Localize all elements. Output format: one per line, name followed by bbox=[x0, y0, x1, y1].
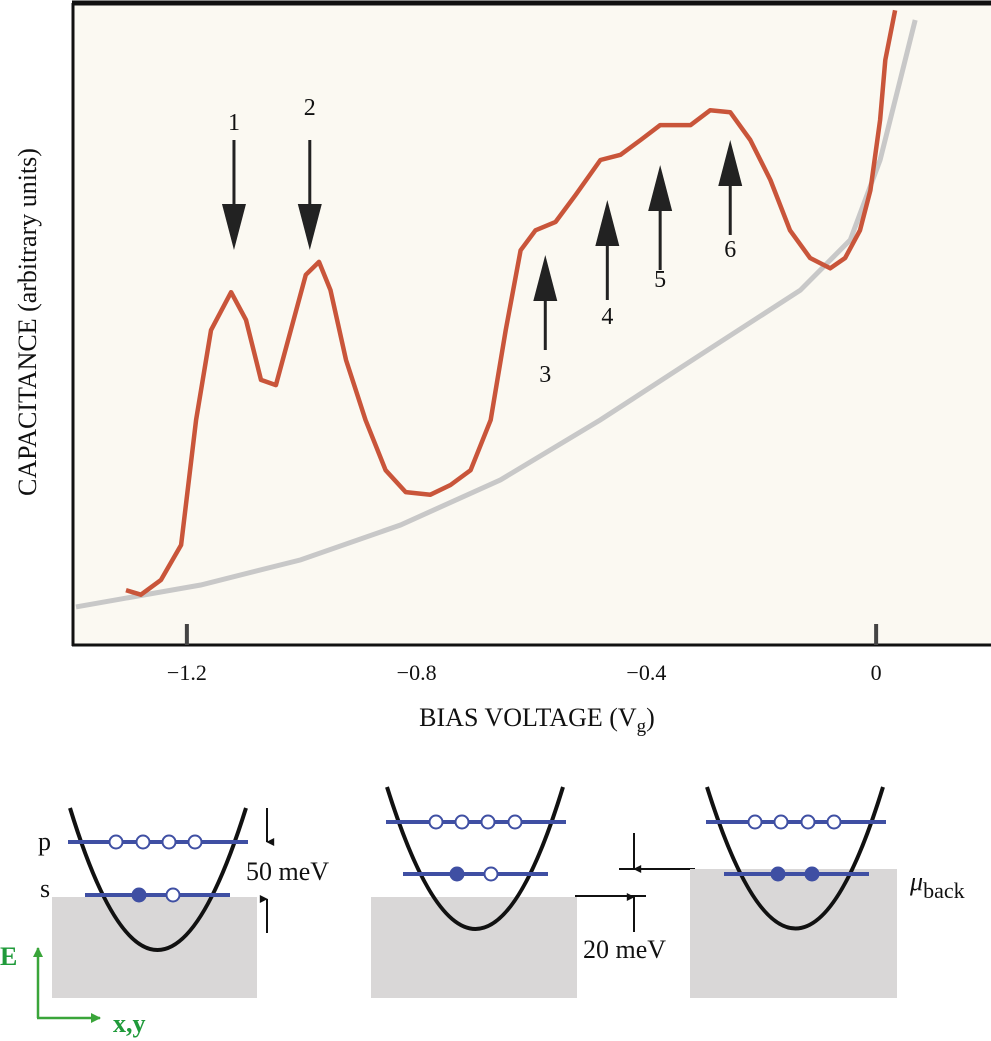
arrow-up-icon bbox=[648, 165, 673, 211]
peak-arrow-4: 4 bbox=[595, 200, 620, 330]
arrow-down-icon bbox=[221, 204, 246, 250]
empty-state-icon bbox=[161, 834, 177, 850]
x-axis-label: BIAS VOLTAGE (Vg) bbox=[419, 703, 655, 737]
chemical-potential-label: μback bbox=[909, 867, 965, 903]
peak-annotations: 1 2 3 4 5 6 bbox=[221, 95, 743, 388]
x-tick-label: −0.4 bbox=[626, 660, 666, 685]
peak-label: 6 bbox=[724, 237, 736, 263]
electron-states bbox=[108, 834, 203, 850]
reservoir bbox=[371, 897, 577, 998]
occupied-state-icon bbox=[131, 887, 147, 903]
occupied-state-icon bbox=[804, 866, 820, 882]
x-tick-label: 0 bbox=[871, 660, 882, 685]
electron-states bbox=[449, 866, 499, 882]
occupied-state-icon bbox=[770, 866, 786, 882]
confinement-potential bbox=[68, 807, 248, 952]
arrow-down-icon bbox=[297, 204, 322, 250]
peak-arrow-2: 2 bbox=[297, 95, 322, 250]
empty-state-icon bbox=[428, 814, 444, 830]
empty-state-icon bbox=[187, 834, 203, 850]
position-axis-label: x,y bbox=[113, 1009, 146, 1038]
peak-arrow-1: 1 bbox=[221, 110, 246, 250]
peak-arrow-3: 3 bbox=[533, 255, 558, 388]
peak-label: 4 bbox=[601, 304, 613, 330]
peak-arrow-5: 5 bbox=[648, 165, 673, 293]
empty-state-icon bbox=[454, 814, 470, 830]
x-tick-label: −0.8 bbox=[397, 660, 437, 685]
electron-states bbox=[428, 814, 523, 830]
s-level-label: s bbox=[40, 874, 50, 903]
confinement-potential bbox=[705, 786, 885, 931]
peak-label: 5 bbox=[654, 267, 666, 293]
energy-diagrams: p s 50 meV E x,y 20 meV bbox=[0, 786, 965, 1038]
arrow-up-icon bbox=[718, 140, 743, 186]
arrow-up-icon bbox=[533, 255, 558, 301]
empty-state-icon bbox=[483, 866, 499, 882]
level-spacing-label: 50 meV bbox=[246, 857, 329, 886]
diagram-panel-1: p s 50 meV E x,y bbox=[0, 807, 329, 1038]
measured-curve bbox=[125, 9, 898, 597]
capacitance-chart: −1.2 −0.8 −0.4 0 1 2 3 4 5 6 CAPACITANCE (arbitr… bbox=[13, 0, 991, 737]
empty-state-icon bbox=[480, 814, 496, 830]
empty-state-icon bbox=[826, 814, 842, 830]
empty-state-icon bbox=[773, 814, 789, 830]
p-level-label: p bbox=[38, 827, 51, 856]
confinement-potential bbox=[385, 786, 565, 931]
shift-label: 20 meV bbox=[583, 935, 666, 964]
reservoir bbox=[52, 897, 257, 998]
electron-states bbox=[770, 866, 820, 882]
diagram-panel-3: μback bbox=[690, 786, 965, 998]
x-tick-label: −1.2 bbox=[167, 660, 207, 685]
diagram-panel-2: 20 meV bbox=[371, 786, 695, 998]
background-curve bbox=[75, 19, 918, 610]
y-axis-label: CAPACITANCE (arbitrary units) bbox=[13, 148, 42, 496]
empty-state-icon bbox=[135, 834, 151, 850]
electron-states bbox=[747, 814, 842, 830]
energy-axis-label: E bbox=[0, 942, 17, 971]
peak-label: 2 bbox=[304, 95, 316, 121]
empty-state-icon bbox=[165, 887, 181, 903]
empty-state-icon bbox=[108, 834, 124, 850]
occupied-state-icon bbox=[449, 866, 465, 882]
reservoir bbox=[690, 869, 897, 998]
peak-label: 3 bbox=[539, 362, 551, 388]
plot-area bbox=[72, 3, 991, 645]
electron-states bbox=[131, 887, 181, 903]
empty-state-icon bbox=[507, 814, 523, 830]
arrow-up-icon bbox=[595, 200, 620, 246]
x-ticks: −1.2 −0.8 −0.4 0 bbox=[167, 624, 882, 685]
peak-label: 1 bbox=[228, 110, 240, 136]
empty-state-icon bbox=[747, 814, 763, 830]
empty-state-icon bbox=[800, 814, 816, 830]
peak-arrow-6: 6 bbox=[718, 140, 743, 263]
